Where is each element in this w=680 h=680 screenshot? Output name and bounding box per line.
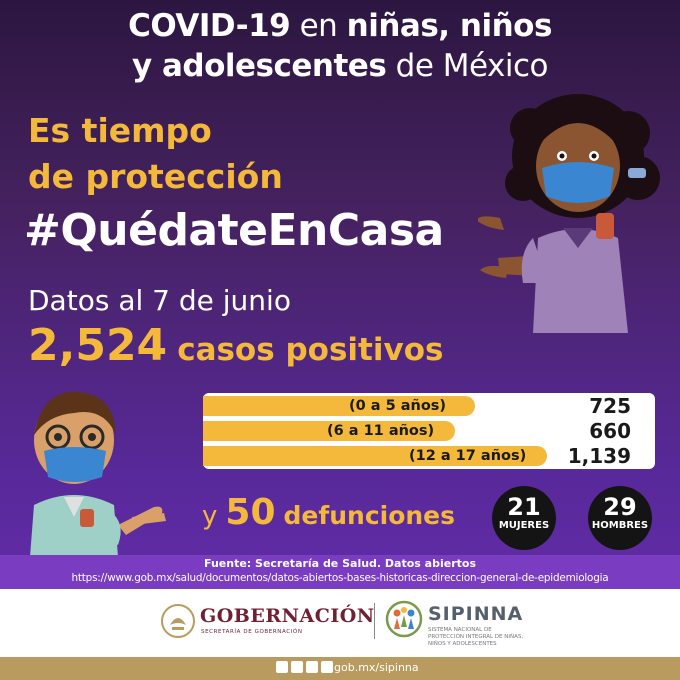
age-label: (6 a 11 años)	[327, 423, 435, 439]
age-row: (0 a 5 años) 725	[203, 396, 655, 416]
sipinna-emblem-icon	[385, 600, 423, 638]
age-label: (0 a 5 años)	[349, 398, 447, 414]
subtitle: Es tiempo de protección	[28, 108, 283, 200]
eagle-seal-icon	[161, 604, 195, 638]
women-label: MUJERES	[498, 520, 550, 531]
date-label: Datos al 7 de junio	[28, 284, 291, 317]
headline-bold-2: niñas, niños	[346, 8, 553, 44]
gobernacion-sub: SECRETARÍA DE GOBERNACIÓN	[201, 629, 303, 635]
headline-light: en	[290, 8, 347, 44]
deaths-prefix: y	[202, 501, 218, 531]
youtube-icon[interactable]	[321, 661, 333, 673]
social-icons	[276, 661, 333, 673]
age-count: 725	[589, 394, 631, 418]
source-url[interactable]: https://www.gob.mx/salud/documentos/dato…	[71, 572, 609, 584]
age-bar	[203, 396, 475, 416]
cases-label: casos positivos	[177, 332, 444, 368]
sipinna-name: SIPINNA	[428, 603, 524, 625]
site-link[interactable]: gob.mx/sipinna	[334, 661, 419, 674]
men-count: 29	[603, 493, 637, 521]
men-badge: 29 HOMBRES	[588, 486, 652, 550]
subtitle-line1: Es tiempo	[28, 111, 212, 150]
bottom-bar: gob.mx/sipinna	[0, 657, 680, 680]
footer: GOBERNACIÓN SECRETARÍA DE GOBERNACIÓN SI…	[0, 589, 680, 657]
deaths-count: 50	[225, 492, 276, 533]
source-title: Fuente: Secretaría de Salud. Datos abier…	[203, 557, 476, 570]
boy-illustration	[30, 391, 166, 557]
instagram-icon[interactable]	[306, 661, 318, 673]
sipinna-sub: SISTEMA NACIONAL DE PROTECCIÓN INTEGRAL …	[428, 627, 524, 647]
total-cases: 2,524	[28, 320, 168, 371]
age-bar	[203, 446, 547, 466]
headline-line2-bold: y adolescentes	[132, 48, 387, 84]
source-band	[0, 555, 680, 589]
deaths-label: defunciones	[283, 501, 456, 530]
subtitle-line2: de protección	[28, 157, 283, 196]
headline: COVID-19 en niñas, niños y adolescentes …	[0, 6, 680, 86]
footer-divider	[374, 603, 375, 639]
gobernacion-name: GOBERNACIÓN	[200, 605, 375, 627]
age-bar	[203, 421, 455, 441]
age-label: (12 a 17 años)	[409, 448, 527, 464]
cases-line: 2,524 casos positivos	[28, 320, 443, 371]
headline-bold: COVID-19	[128, 8, 291, 44]
girl-illustration	[478, 94, 660, 333]
women-badge: 21 MUJERES	[492, 486, 556, 550]
age-table: (0 a 5 años) 725 (6 a 11 años) 660 (12 a…	[203, 393, 655, 469]
age-count: 660	[589, 419, 631, 443]
women-count: 21	[507, 493, 541, 521]
facebook-icon[interactable]	[276, 661, 288, 673]
men-label: HOMBRES	[591, 520, 649, 531]
age-row: (6 a 11 años) 660	[203, 421, 655, 441]
twitter-icon[interactable]	[291, 661, 303, 673]
age-row: (12 a 17 años) 1,139	[203, 446, 655, 466]
headline-line2-light: de México	[386, 48, 549, 84]
deaths-line: y 50 defunciones	[202, 492, 455, 533]
age-count: 1,139	[567, 444, 631, 468]
hashtag: #QuédateEnCasa	[24, 205, 444, 256]
